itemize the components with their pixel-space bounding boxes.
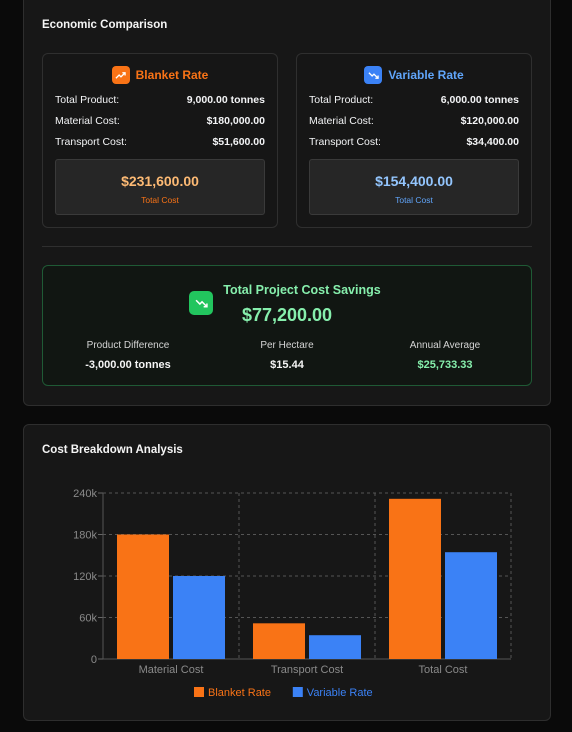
savings-title: Total Project Cost Savings — [223, 283, 381, 297]
variable-row-material: Material Cost: $120,000.00 — [309, 115, 519, 127]
legend-swatch — [194, 687, 204, 697]
variable-rate-name: Variable Rate — [388, 68, 464, 82]
variable-row-transport: Transport Cost: $34,400.00 — [309, 136, 519, 148]
row-label: Material Cost: — [309, 115, 374, 127]
stat-annual-average: Annual Average $25,733.33 — [365, 340, 525, 371]
stat-label: Per Hectare — [260, 340, 314, 351]
cost-breakdown-card: Cost Breakdown Analysis 0 60k 120k 180k 240k… — [23, 424, 551, 721]
economic-comparison-title: Economic Comparison — [42, 19, 168, 31]
blanket-row-product: Total Product: 9,000.00 tonnes — [55, 94, 265, 106]
blanket-rate-name: Blanket Rate — [135, 68, 209, 82]
row-value: $34,400.00 — [466, 136, 519, 148]
row-label: Transport Cost: — [309, 136, 381, 148]
savings-panel: Total Project Cost Savings $77,200.00 Pr… — [42, 265, 532, 386]
variable-rate-panel: Variable Rate Total Product: 6,000.00 to… — [296, 53, 532, 228]
bar-blanket-rate — [389, 498, 441, 659]
x-tick-label: Total Cost — [419, 664, 468, 676]
stat-value: $25,733.33 — [417, 359, 473, 371]
x-tick-label: Material Cost — [139, 664, 204, 676]
legend-label: Variable Rate — [307, 687, 373, 699]
y-tick-label: 0 — [91, 654, 97, 666]
blanket-rate-panel: Blanket Rate Total Product: 9,000.00 ton… — [42, 53, 278, 228]
section-divider — [42, 246, 532, 247]
row-value: 6,000.00 tonnes — [440, 94, 519, 106]
blanket-total-box: $231,600.00 Total Cost — [55, 159, 265, 215]
trending-down-icon — [364, 66, 383, 84]
chart-title: Cost Breakdown Analysis — [42, 444, 183, 456]
row-label: Transport Cost: — [55, 136, 127, 148]
trending-up-icon — [111, 66, 130, 84]
savings-value: $77,200.00 — [241, 305, 333, 325]
blanket-row-material: Material Cost: $180,000.00 — [55, 115, 265, 127]
cost-breakdown-chart: 0 60k 120k 180k 240k Material Cost Transport C… — [73, 488, 512, 699]
row-value: $180,000.00 — [206, 115, 265, 127]
variable-total-box: $154,400.00 Total Cost — [309, 159, 519, 215]
row-value: $51,600.00 — [212, 136, 265, 148]
stat-label: Product Difference — [86, 340, 170, 351]
stat-product-difference: Product Difference -3,000.00 tonnes — [48, 340, 208, 371]
stat-label: Annual Average — [409, 340, 481, 351]
bar-variable-rate — [173, 576, 225, 659]
stat-value: $15.44 — [270, 359, 304, 371]
variable-row-product: Total Product: 6,000.00 tonnes — [309, 94, 519, 106]
variable-rate-header: Variable Rate — [297, 66, 531, 84]
row-label: Material Cost: — [55, 115, 120, 127]
stat-per-hectare: Per Hectare $15.44 — [207, 340, 367, 371]
y-tick-label: 240k — [73, 488, 97, 500]
y-tick-label: 120k — [73, 571, 97, 583]
row-label: Total Product: — [309, 94, 374, 106]
trending-down-icon — [189, 291, 213, 315]
y-tick-label: 60k — [79, 613, 97, 625]
y-tick-label: 180k — [73, 530, 97, 542]
row-value: $120,000.00 — [460, 115, 519, 127]
variable-total-value: $154,400.00 — [375, 173, 453, 189]
x-tick-label: Transport Cost — [271, 664, 343, 676]
blanket-total-label: Total Cost — [141, 195, 179, 205]
row-label: Total Product: — [55, 94, 120, 106]
blanket-row-transport: Transport Cost: $51,600.00 — [55, 136, 265, 148]
bar-variable-rate — [309, 635, 361, 659]
bar-variable-rate — [445, 552, 497, 659]
legend-swatch — [292, 687, 303, 697]
legend-label: Blanket Rate — [208, 687, 271, 699]
row-value: 9,000.00 tonnes — [186, 94, 265, 106]
economic-comparison-card: Economic Comparison Blanket Rate Total P… — [23, 0, 551, 406]
bar-blanket-rate — [117, 534, 169, 659]
stat-value: -3,000.00 tonnes — [85, 359, 171, 371]
variable-total-label: Total Cost — [395, 195, 433, 205]
blanket-total-value: $231,600.00 — [121, 173, 199, 189]
bar-blanket-rate — [253, 623, 305, 659]
blanket-rate-header: Blanket Rate — [43, 66, 277, 84]
